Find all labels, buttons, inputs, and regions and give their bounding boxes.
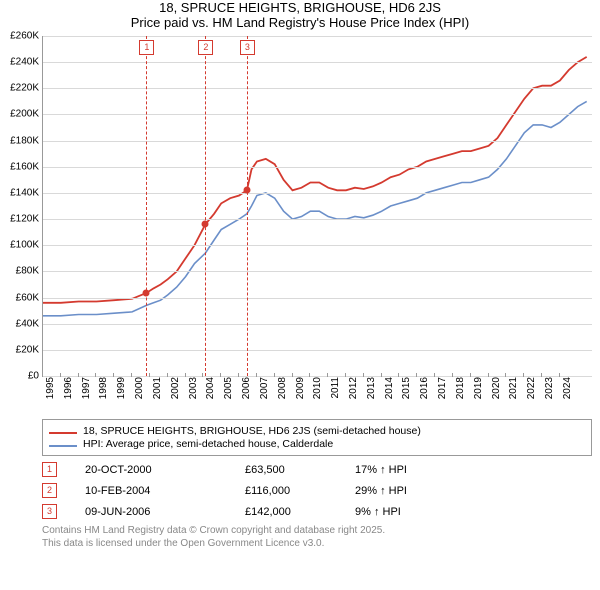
line-series-svg	[43, 36, 592, 376]
sale-marker-box: 3	[240, 40, 255, 55]
sales-row: 1 20-OCT-2000 £63,500 17% ↑ HPI	[42, 462, 592, 477]
y-tick-label: £100K	[1, 240, 39, 251]
sales-row: 3 09-JUN-2006 £142,000 9% ↑ HPI	[42, 504, 592, 519]
x-tick-label: 2008	[277, 377, 288, 399]
sale-marker-box: 1	[139, 40, 154, 55]
sale-delta: 29% ↑ HPI	[355, 485, 475, 497]
series-hpi	[43, 101, 587, 315]
x-tick-label: 2005	[223, 377, 234, 399]
chart-title: 18, SPRUCE HEIGHTS, BRIGHOUSE, HD6 2JS	[0, 0, 600, 15]
x-tick-label: 2002	[170, 377, 181, 399]
sale-delta: 17% ↑ HPI	[355, 464, 475, 476]
sale-point-dot	[243, 187, 250, 194]
x-tick-label: 2000	[134, 377, 145, 399]
legend-item: 18, SPRUCE HEIGHTS, BRIGHOUSE, HD6 2JS (…	[49, 425, 585, 437]
legend-label: HPI: Average price, semi-detached house,…	[83, 438, 333, 450]
sales-row: 2 10-FEB-2004 £116,000 29% ↑ HPI	[42, 483, 592, 498]
y-tick-label: £20K	[1, 344, 39, 355]
sale-marker-box: 2	[198, 40, 213, 55]
x-tick-label: 2019	[473, 377, 484, 399]
x-tick-label: 2020	[491, 377, 502, 399]
x-tick-label: 2013	[366, 377, 377, 399]
x-tick-label: 2006	[241, 377, 252, 399]
x-tick-label: 1996	[63, 377, 74, 399]
chart-container: 18, SPRUCE HEIGHTS, BRIGHOUSE, HD6 2JS P…	[0, 0, 600, 550]
y-tick-label: £200K	[1, 109, 39, 120]
x-tick-label: 2001	[152, 377, 163, 399]
legend: 18, SPRUCE HEIGHTS, BRIGHOUSE, HD6 2JS (…	[42, 419, 592, 456]
sale-point-dot	[202, 221, 209, 228]
legend-label: 18, SPRUCE HEIGHTS, BRIGHOUSE, HD6 2JS (…	[83, 425, 421, 437]
x-tick-label: 2024	[562, 377, 573, 399]
y-tick-label: £80K	[1, 266, 39, 277]
chart-subtitle: Price paid vs. HM Land Registry's House …	[0, 15, 600, 30]
series-price_paid	[43, 57, 587, 303]
footer-line: Contains HM Land Registry data © Crown c…	[42, 525, 592, 538]
x-tick-label: 2003	[188, 377, 199, 399]
x-tick-label: 2021	[508, 377, 519, 399]
x-tick-label: 2017	[437, 377, 448, 399]
x-tick-label: 1998	[98, 377, 109, 399]
y-tick-label: £60K	[1, 292, 39, 303]
sale-date: 20-OCT-2000	[85, 464, 245, 476]
y-tick-label: £160K	[1, 161, 39, 172]
sale-marker: 1	[42, 462, 57, 477]
sale-date: 09-JUN-2006	[85, 506, 245, 518]
footer-attribution: Contains HM Land Registry data © Crown c…	[42, 525, 592, 550]
plot-area: £0£20K£40K£60K£80K£100K£120K£140K£160K£1…	[42, 36, 592, 377]
y-tick-label: £180K	[1, 135, 39, 146]
x-tick-label: 1999	[116, 377, 127, 399]
sale-point-dot	[143, 289, 150, 296]
x-tick-label: 2023	[544, 377, 555, 399]
sale-marker: 3	[42, 504, 57, 519]
x-tick-label: 2010	[312, 377, 323, 399]
sale-price: £63,500	[245, 464, 355, 476]
y-tick-label: £260K	[1, 31, 39, 42]
y-tick-label: £0	[1, 371, 39, 382]
y-tick-label: £40K	[1, 318, 39, 329]
sales-table: 1 20-OCT-2000 £63,500 17% ↑ HPI 2 10-FEB…	[42, 462, 592, 519]
y-tick-label: £140K	[1, 187, 39, 198]
x-tick-label: 2016	[419, 377, 430, 399]
legend-swatch	[49, 425, 77, 437]
x-tick-label: 1995	[45, 377, 56, 399]
x-tick-label: 2022	[526, 377, 537, 399]
sale-marker: 2	[42, 483, 57, 498]
sale-price: £142,000	[245, 506, 355, 518]
x-tick-label: 2009	[295, 377, 306, 399]
y-tick-label: £120K	[1, 214, 39, 225]
x-tick-label: 2004	[205, 377, 216, 399]
legend-item: HPI: Average price, semi-detached house,…	[49, 438, 585, 450]
x-tick-label: 2012	[348, 377, 359, 399]
footer-line: This data is licensed under the Open Gov…	[42, 538, 592, 551]
x-tick-label: 2014	[384, 377, 395, 399]
x-tick-label: 2007	[259, 377, 270, 399]
x-axis-ticks: 1995 1996 1997 1998 1999 2000 2001 2002 2003 2004…	[42, 377, 592, 413]
sale-price: £116,000	[245, 485, 355, 497]
legend-swatch	[49, 438, 77, 450]
y-tick-label: £220K	[1, 83, 39, 94]
x-tick-label: 2018	[455, 377, 466, 399]
x-tick-label: 1997	[81, 377, 92, 399]
sale-date: 10-FEB-2004	[85, 485, 245, 497]
x-tick-label: 2011	[330, 377, 341, 399]
x-tick-label: 2015	[401, 377, 412, 399]
sale-delta: 9% ↑ HPI	[355, 506, 475, 518]
y-tick-label: £240K	[1, 57, 39, 68]
